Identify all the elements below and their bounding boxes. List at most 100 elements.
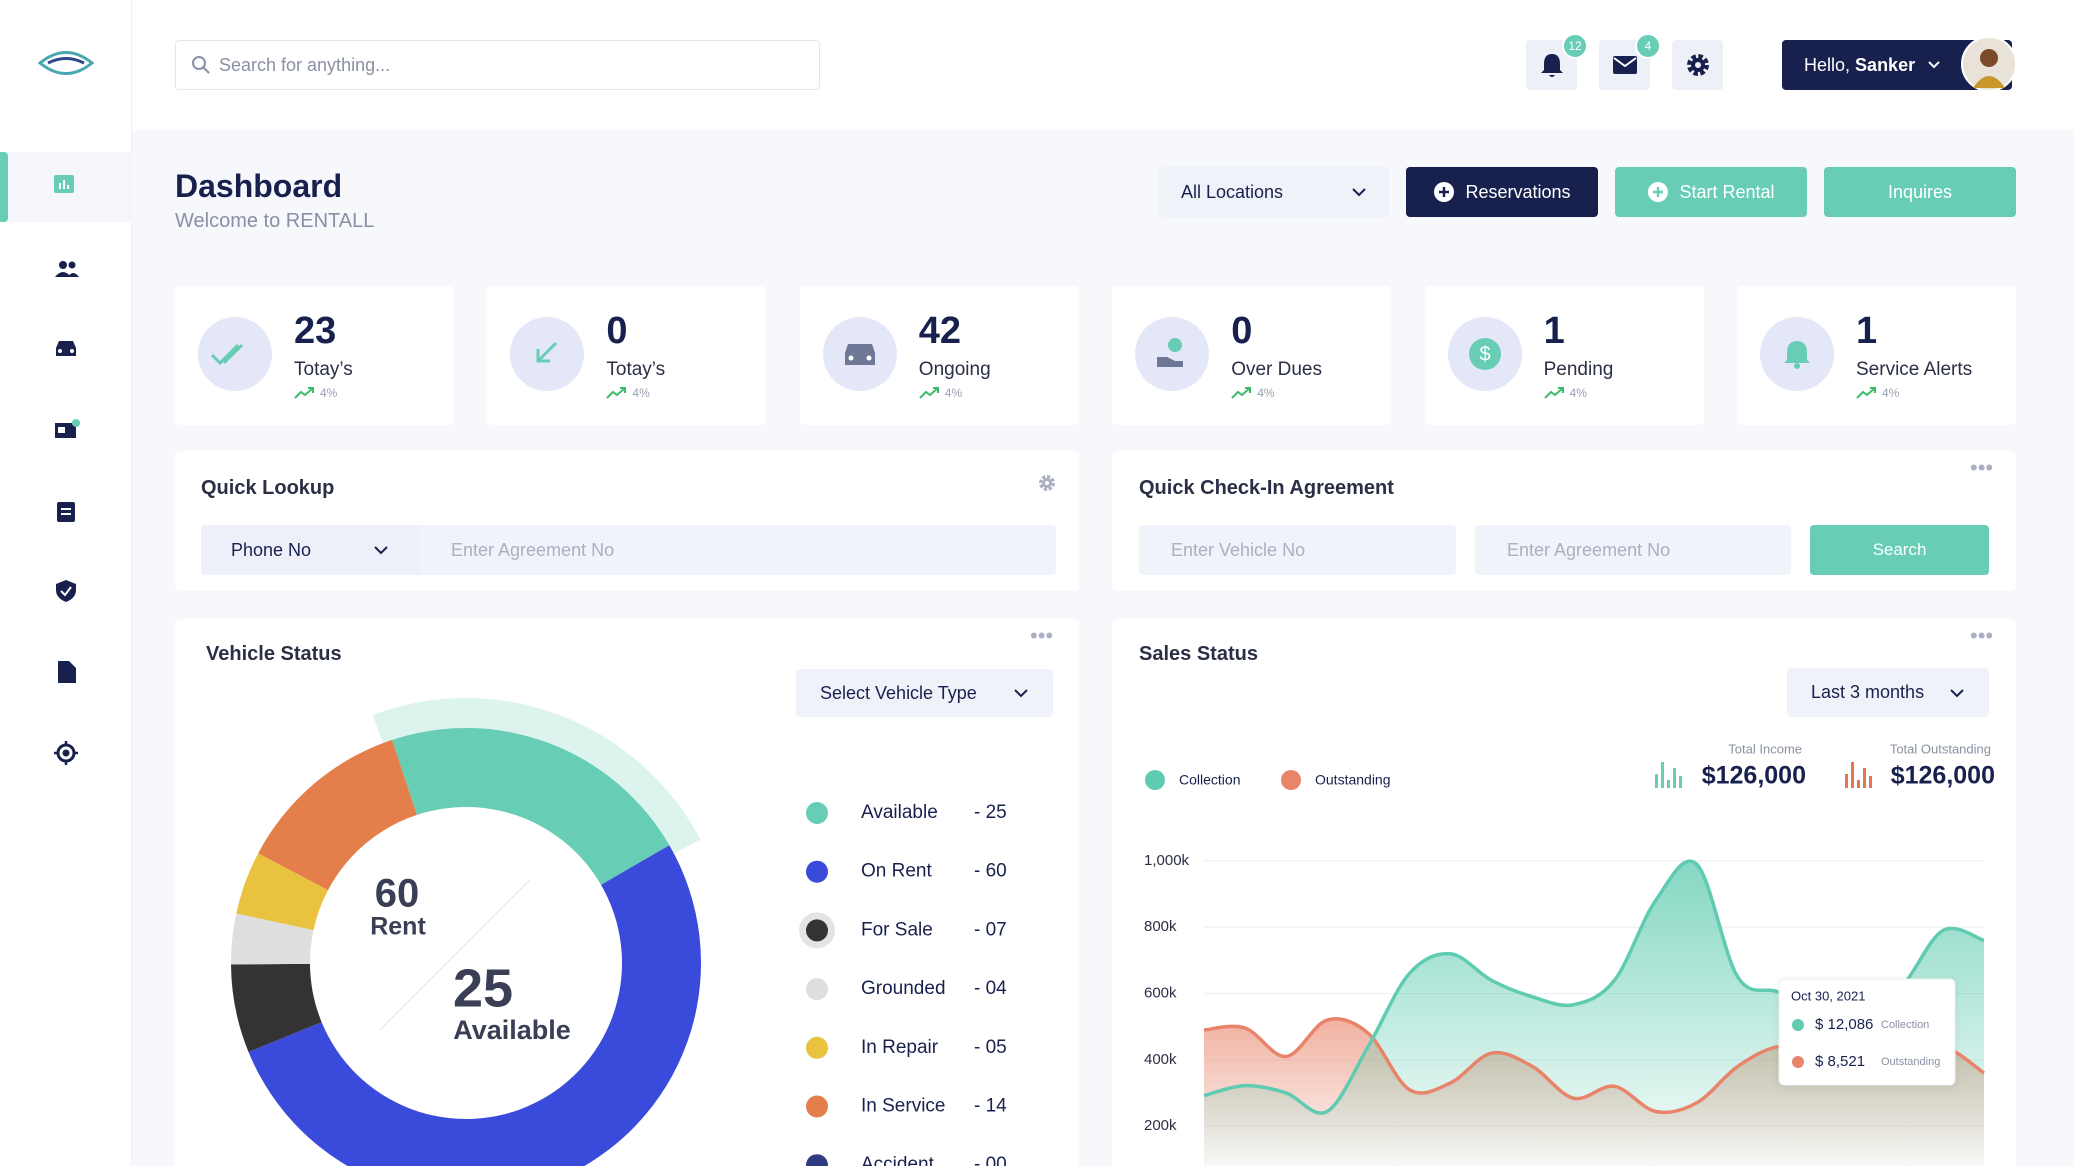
stat-change: 4% [320, 386, 338, 400]
stat-card: $1 Pending 4% [1424, 286, 1704, 425]
donut-segment [231, 963, 322, 1052]
stat-change: 4% [1569, 386, 1587, 400]
nav-reservations[interactable] [54, 418, 80, 440]
legend-label: Available [861, 802, 938, 823]
stat-value: 42 [918, 310, 962, 352]
inquires-button[interactable]: Inquires [1824, 167, 2016, 217]
legend-value: - 07 [974, 919, 1007, 940]
donut-segment [231, 913, 314, 965]
donut-segment [236, 853, 329, 931]
select-text: Phone No [231, 539, 312, 560]
active-bar [0, 152, 8, 222]
stat-label: Service Alerts [1856, 359, 1973, 380]
select-text: Select Vehicle Type [820, 682, 977, 703]
stat-change: 4% [632, 386, 650, 400]
legend-dot [806, 978, 828, 1001]
total-icon-bar [1857, 780, 1860, 788]
search-button[interactable]: Search [1810, 525, 1989, 575]
tooltip-date: Oct 30, 2021 [1791, 988, 1865, 1003]
vehicle-input[interactable]: Enter Vehicle No [1139, 525, 1456, 575]
legend-dot [806, 860, 828, 883]
placeholder: Enter Vehicle No [1171, 539, 1306, 560]
stat-label: Totay’s [294, 359, 353, 380]
nav-vehicles[interactable] [54, 339, 78, 359]
settings-button[interactable] [1672, 40, 1723, 90]
total-value: $126,000 [1702, 762, 1806, 790]
total-icon-bar [1679, 776, 1682, 788]
legend-dot [1145, 770, 1165, 790]
legend-label: In Service [861, 1096, 945, 1117]
placeholder: Enter Agreement No [451, 539, 615, 560]
nav-dashboard[interactable] [54, 175, 78, 195]
trend-icon [606, 387, 627, 399]
total-icon-bar [1845, 774, 1848, 788]
stat-value: 23 [294, 310, 337, 352]
panel-title: Sales Status [1139, 643, 1258, 665]
location-select-text: All Locations [1181, 181, 1284, 202]
panel-menu[interactable]: ••• [1970, 455, 1994, 480]
search-box[interactable]: Search for anything... [175, 40, 820, 90]
legend-value: - 60 [974, 861, 1007, 882]
area-fill [1204, 861, 1984, 1166]
panel-title: Quick Check-In Agreement [1139, 477, 1394, 499]
panel-settings[interactable] [1037, 473, 1057, 493]
select-text: Last 3 months [1811, 682, 1925, 702]
placeholder: Enter Agreement No [1507, 539, 1671, 560]
message-badge: 4 [1635, 33, 1661, 59]
panel-menu[interactable]: ••• [1970, 623, 1994, 648]
y-tick-label: 600k [1144, 984, 1177, 1001]
total-label: Total Outstanding [1890, 741, 1991, 756]
center-value: 60 [375, 872, 420, 916]
nav-insurance[interactable] [55, 579, 77, 603]
nav-agreements[interactable] [56, 499, 76, 523]
tooltip-label: Collection [1881, 1019, 1929, 1031]
sidebar [0, 0, 132, 1166]
legend-value: - 25 [974, 802, 1007, 823]
donut-segment [392, 728, 670, 885]
panel-title: Quick Lookup [201, 477, 335, 499]
stat-icon [1760, 317, 1834, 391]
quick-checkin-panel: Quick Check-In Agreement ••• Enter Vehic… [1112, 451, 2016, 591]
nav-locations[interactable] [53, 740, 79, 766]
reservations-button[interactable]: Reservations [1406, 167, 1598, 217]
stat-card: 1 Service Alerts 4% [1737, 286, 2016, 425]
stat-label: Totay’s [606, 359, 666, 380]
vehicle-type-select[interactable]: Select Vehicle Type [796, 669, 1053, 717]
top-bar: Search for anything... 12 4 Hello, Sanke… [132, 0, 2074, 130]
location-select[interactable]: All Locations [1159, 167, 1389, 217]
y-tick-label: 1,000k [1144, 852, 1190, 869]
start-rental-button[interactable]: Start Rental [1615, 167, 1807, 217]
nav-documents[interactable] [57, 660, 77, 684]
total-icon-bar [1863, 768, 1866, 788]
agreement-input[interactable]: Enter Agreement No [419, 525, 1056, 575]
center-label: Available [453, 1015, 571, 1045]
lookup-type-select[interactable]: Phone No [201, 525, 419, 575]
panel-menu[interactable]: ••• [1030, 623, 1054, 648]
stat-icon [510, 317, 585, 391]
total-icon-bar [1655, 774, 1658, 788]
donut-hole [311, 808, 621, 1118]
donut-segment [248, 845, 701, 1166]
stat-label: Over Dues [1231, 359, 1322, 380]
stat-label: Pending [1543, 359, 1614, 380]
legend-value: - 14 [974, 1096, 1007, 1117]
stat-card: 0 Over Dues 4% [1112, 286, 1392, 425]
agreement-input[interactable]: Enter Agreement No [1475, 525, 1791, 575]
tooltip-dot [1792, 1019, 1804, 1031]
donut-segment [258, 739, 417, 891]
period-select[interactable]: Last 3 months [1787, 668, 1989, 717]
legend-dot [806, 802, 828, 824]
button-label: Search [1872, 540, 1927, 559]
search-placeholder: Search for anything... [219, 54, 391, 75]
panel-title: Vehicle Status [206, 643, 342, 665]
nav-users[interactable] [54, 259, 80, 279]
stat-value: 1 [1543, 310, 1565, 352]
stat-change: 4% [1257, 386, 1275, 400]
tooltip-value: $ 8,521 [1815, 1053, 1865, 1070]
total-label: Total Income [1728, 741, 1802, 756]
button-label: Inquires [1887, 181, 1953, 202]
notification-badge: 12 [1562, 33, 1588, 59]
stat-value: 0 [606, 310, 628, 352]
legend-label: Accident [861, 1154, 935, 1166]
legend-label: Outstanding [1315, 772, 1391, 788]
